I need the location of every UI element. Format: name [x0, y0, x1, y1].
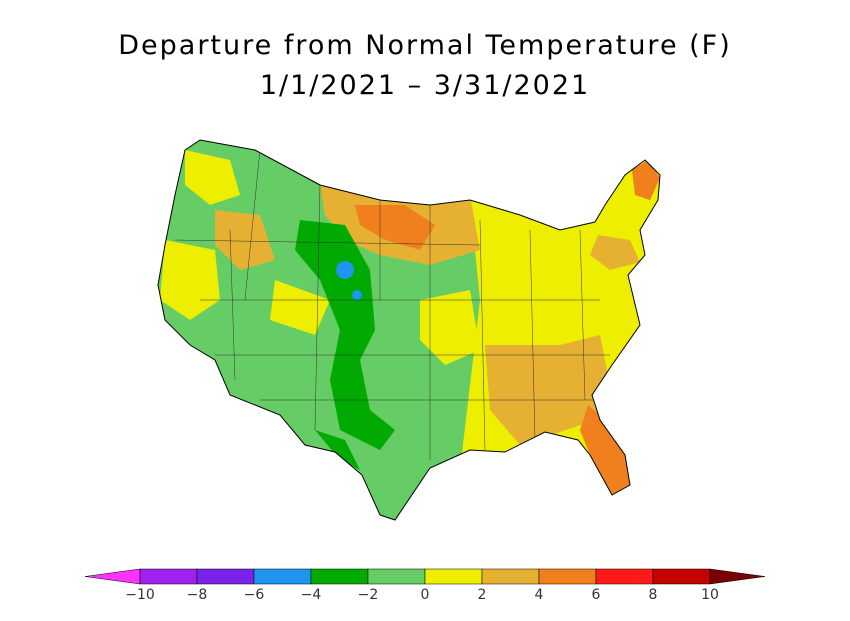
colorbar-segment	[310, 568, 369, 585]
colorbar-tick-label: −6	[244, 587, 265, 603]
colorbar-segment	[652, 568, 711, 585]
anomaly-florida	[580, 405, 630, 495]
anomaly-kansas-missouri	[420, 290, 480, 365]
colorbar-tick-label: −10	[125, 587, 155, 603]
colorbar-segment	[196, 568, 255, 585]
colorbar-segment	[367, 568, 426, 585]
colorbar-tick-label: −8	[187, 587, 208, 603]
colorbar-segment	[481, 568, 540, 585]
anomaly-west-texas	[315, 430, 360, 470]
map-date-range: 1/1/2021 – 3/31/2021	[259, 70, 591, 101]
map-title: Departure from Normal Temperature (F)	[118, 30, 732, 61]
colorbar-tick-label: 10	[701, 587, 719, 603]
anomaly-new-england	[590, 235, 640, 270]
anomaly-utah	[270, 280, 330, 335]
colorbar-tick-label: 0	[421, 587, 430, 603]
colorbar-tick-label: −2	[358, 587, 379, 603]
anomaly-idaho	[215, 210, 275, 270]
anomaly-cold-spot-2	[352, 290, 362, 300]
colorbar-segment	[424, 568, 483, 585]
colorbar-segment	[253, 568, 312, 585]
state-boundaries	[174, 149, 610, 460]
anomaly-north-dakota	[355, 205, 435, 250]
anomaly-rockies-cold	[295, 220, 395, 450]
colorbar-segment	[595, 568, 654, 585]
colorbar-tick-label: 6	[592, 587, 601, 603]
colorbar-arrow-high	[709, 568, 766, 585]
colorbar-tick-label: 4	[535, 587, 544, 603]
anomaly-maine	[632, 160, 660, 200]
anomaly-cold-spot-1	[336, 261, 354, 279]
colorbar-tick-label: 8	[649, 587, 658, 603]
colorbar-tick-label: 2	[478, 587, 487, 603]
colorbar-arrow-low	[84, 568, 141, 585]
anomaly-southeast	[485, 335, 610, 445]
colorbar-segment	[538, 568, 597, 585]
anomaly-washington	[185, 150, 240, 205]
colorbar-segment	[139, 568, 198, 585]
colorbar-tick-label: −4	[301, 587, 322, 603]
